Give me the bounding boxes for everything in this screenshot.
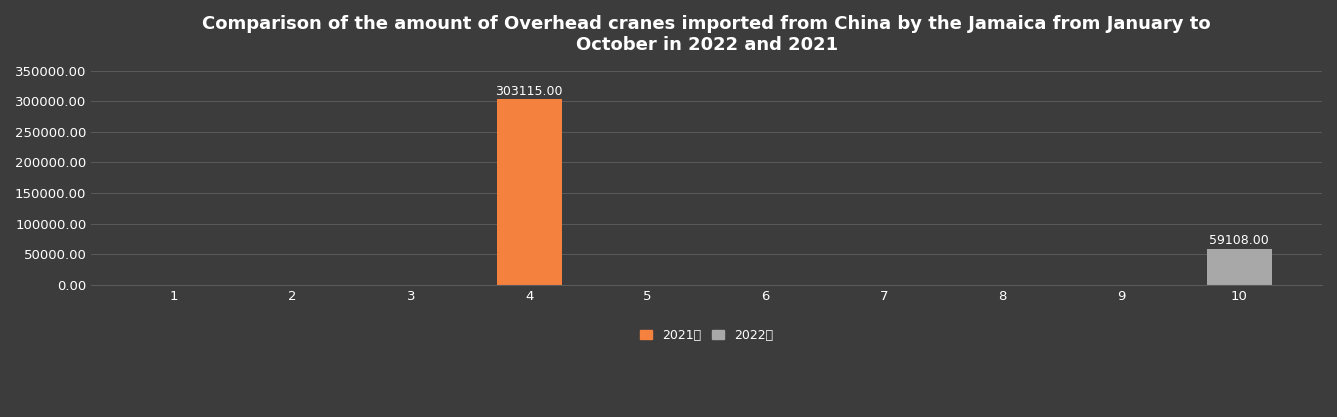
- Title: Comparison of the amount of Overhead cranes imported from China by the Jamaica f: Comparison of the amount of Overhead cra…: [202, 15, 1211, 54]
- Legend: 2021年, 2022年: 2021年, 2022年: [635, 324, 778, 347]
- Text: 303115.00: 303115.00: [495, 85, 563, 98]
- Bar: [1206, 249, 1271, 285]
- Bar: [496, 99, 562, 285]
- Text: 59108.00: 59108.00: [1209, 234, 1269, 247]
